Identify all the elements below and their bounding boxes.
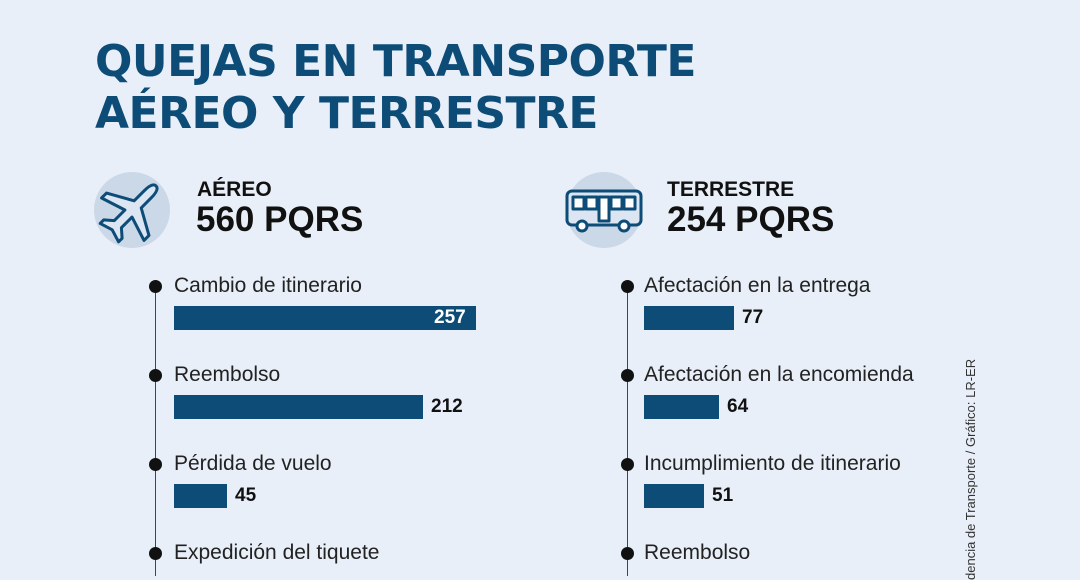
aereo-total: 560 PQRS [196,200,364,239]
aereo-dot-1 [149,280,162,293]
terrestre-bar-2 [644,395,719,419]
terrestre-bar-3 [644,484,704,508]
terrestre-value-label-1: 77 [742,307,764,328]
bus-icon-circle [565,172,643,248]
aereo-value-label-3: 45 [235,485,257,506]
airplane-icon [98,183,159,244]
terrestre-category-label-4: Reembolso [644,541,751,564]
page-title: QUEJAS EN TRANSPORTE AÉREO Y TERRESTRE [95,36,696,140]
aereo-dot-4 [149,547,162,560]
aereo-category-label-4: Expedición del tiquete [174,541,380,564]
aereo-value-label-2: 212 [431,396,463,417]
terrestre-dot-4 [621,547,634,560]
aereo-category-label-2: Reembolso [174,363,281,386]
aereo-value-label-1: 257 [434,307,466,328]
terrestre-dot-3 [621,458,634,471]
terrestre-dot-2 [621,369,634,382]
terrestre-bar-1 [644,306,734,330]
aereo-bar-2 [174,395,423,419]
source-credit: dencia de Transporte / Gráfico: LR-ER [963,358,978,580]
aereo-category-label-1: Cambio de itinerario [174,274,362,297]
terrestre-value-label-3: 51 [712,485,734,506]
airplane-icon-circle [94,172,170,248]
title-line-1: QUEJAS EN TRANSPORTE [95,36,696,87]
aereo-bar-1 [174,306,476,330]
aereo-timeline [155,286,156,576]
aereo-bar-3 [174,484,227,508]
terrestre-total: 254 PQRS [667,200,835,239]
terrestre-category-label-1: Afectación en la entrega [644,274,871,297]
bus-icon [565,189,643,233]
terrestre-category-label-2: Afectación en la encomienda [644,363,914,386]
title-line-2: AÉREO Y TERRESTRE [95,88,598,139]
aereo-label: AÉREO [197,178,272,201]
aereo-category-label-3: Pérdida de vuelo [174,452,332,475]
terrestre-label: TERRESTRE [667,178,795,201]
terrestre-category-label-3: Incumplimiento de itinerario [644,452,901,475]
aereo-dot-3 [149,458,162,471]
terrestre-dot-1 [621,280,634,293]
terrestre-timeline [627,286,628,576]
terrestre-value-label-2: 64 [727,396,749,417]
aereo-dot-2 [149,369,162,382]
